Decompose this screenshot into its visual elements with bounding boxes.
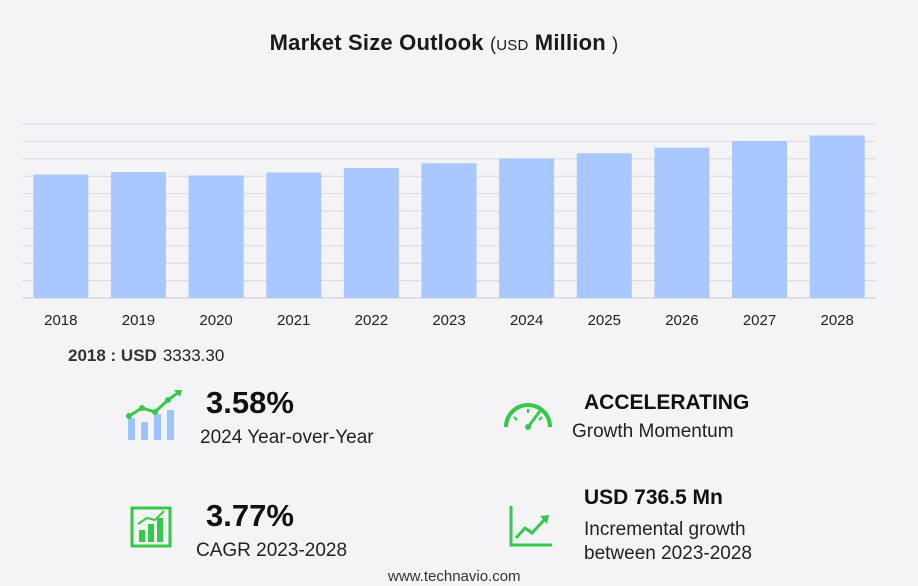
trend-chart-icon — [126, 390, 182, 440]
bar-2022 — [343, 168, 399, 298]
incremental-label-line2: between 2023-2028 — [584, 543, 752, 564]
title-unit: USD — [496, 37, 529, 54]
x-tick-label: 2028 — [820, 312, 853, 329]
bar-2021 — [266, 172, 322, 298]
x-tick-label: 2020 — [199, 312, 232, 329]
incremental-label-line1: Incremental growth — [584, 519, 746, 540]
bar-2020 — [188, 175, 244, 298]
incremental-value: USD 736.5 Mn — [584, 486, 723, 509]
momentum-label: Growth Momentum — [572, 421, 734, 442]
bar-chart: 2018 2019 2020 2021 2022 2023 2024 2025 2026 2027… — [22, 123, 876, 329]
bar-2023 — [421, 163, 477, 298]
footer-url: www.technavio.com — [388, 568, 521, 585]
x-tick-label: 2019 — [122, 312, 155, 329]
title-paren-open: ( — [490, 34, 497, 54]
bar-2026 — [654, 147, 710, 298]
bar-2027 — [732, 141, 788, 298]
x-tick-label: 2022 — [355, 312, 388, 329]
bar-2019 — [110, 172, 166, 298]
chart-title-main: Market Size Outlook — [269, 30, 484, 55]
bar-2024 — [499, 158, 555, 298]
x-tick-label: 2018 — [44, 312, 77, 329]
yoy-label: 2024 Year-over-Year — [200, 427, 374, 448]
x-tick-label: 2025 — [588, 312, 621, 329]
x-tick-label: 2027 — [743, 312, 776, 329]
cagr-value: 3.77% — [206, 498, 294, 533]
bar-2028 — [809, 135, 865, 298]
x-tick-label: 2026 — [665, 312, 698, 329]
momentum-value: ACCELERATING — [584, 391, 750, 414]
bar-2025 — [576, 153, 632, 298]
x-tick-label: 2024 — [510, 312, 543, 329]
cagr-label: CAGR 2023-2028 — [196, 540, 348, 561]
base-year-label: 2018 : USD — [68, 346, 157, 365]
speedometer-icon — [504, 403, 552, 430]
base-year-number: 3333.30 — [162, 346, 225, 365]
x-tick-label: 2021 — [277, 312, 310, 329]
bar-2018 — [33, 174, 89, 298]
x-tick-label: 2023 — [432, 312, 465, 329]
base-year-value: 2018 : USD 3333.30 — [68, 346, 224, 366]
yoy-value: 3.58% — [206, 385, 294, 420]
chart-title: Market Size Outlook (USD Million ) — [0, 30, 888, 56]
line-growth-icon — [509, 506, 552, 547]
title-paren-close: ) — [612, 34, 619, 54]
title-unit-word: Million — [534, 30, 606, 55]
bar-growth-icon — [130, 506, 172, 548]
